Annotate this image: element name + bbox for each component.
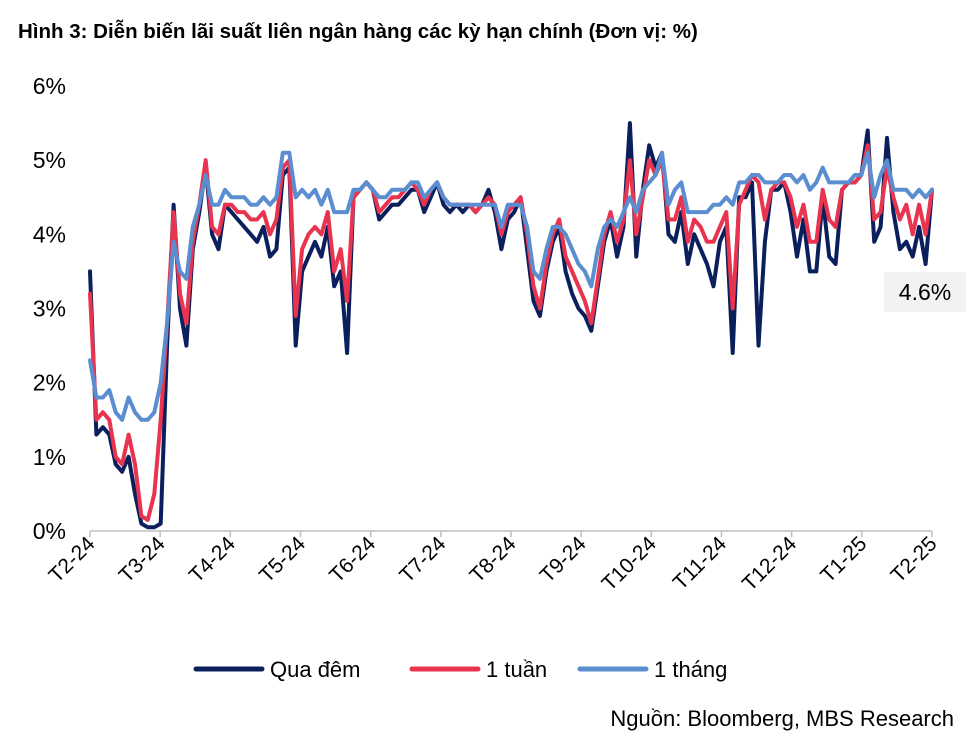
chart-title: Hình 3: Diễn biến lãi suất liên ngân hàn… [18,20,698,43]
x-tick-label: T4-24 [185,532,240,587]
y-tick-label: 0% [33,518,66,544]
y-axis: 0% 1% 2% 3% 4% 5% 6% [33,73,66,544]
x-tick-label: T3-24 [115,532,170,587]
annotation-label: 4.6% [899,279,951,305]
plot-area [88,121,934,530]
y-tick-label: 3% [33,296,66,322]
legend-label: 1 tuần [486,657,547,682]
x-tick-label: T6-24 [325,532,380,587]
x-tick-label: T12-24 [738,532,802,596]
legend: Qua đêm 1 tuần 1 tháng [193,657,727,682]
source-note: Nguồn: Bloomberg, MBS Research [610,706,954,731]
y-tick-label: 2% [33,370,66,396]
y-tick-label: 4% [33,221,66,247]
annotation-box [884,272,966,312]
x-tick-label: T1-25 [816,532,871,587]
series-line-Qua đêm [88,121,934,530]
y-tick-label: 6% [33,73,66,99]
x-tick-label: T2-25 [886,532,941,587]
x-tick-label: T10-24 [598,532,662,596]
last-value-annotation: 4.6% [884,272,966,312]
x-tick-label: T7-24 [395,532,450,587]
series-line-1 tuần [88,143,934,522]
y-tick-label: 1% [33,444,66,470]
legend-label: Qua đêm [270,657,361,682]
x-tick-label: T8-24 [465,532,520,587]
legend-label: 1 tháng [654,657,727,682]
y-tick-label: 5% [33,147,66,173]
x-tick-label: T11-24 [669,532,731,594]
x-axis: T2-24 T3-24 T4-24 T5-24 T6-24 T7-24 T8-24 T9-24… [44,530,942,596]
series-line-1 tháng [88,150,934,422]
x-tick-label: T5-24 [255,532,310,587]
x-tick-label: T9-24 [536,532,591,587]
